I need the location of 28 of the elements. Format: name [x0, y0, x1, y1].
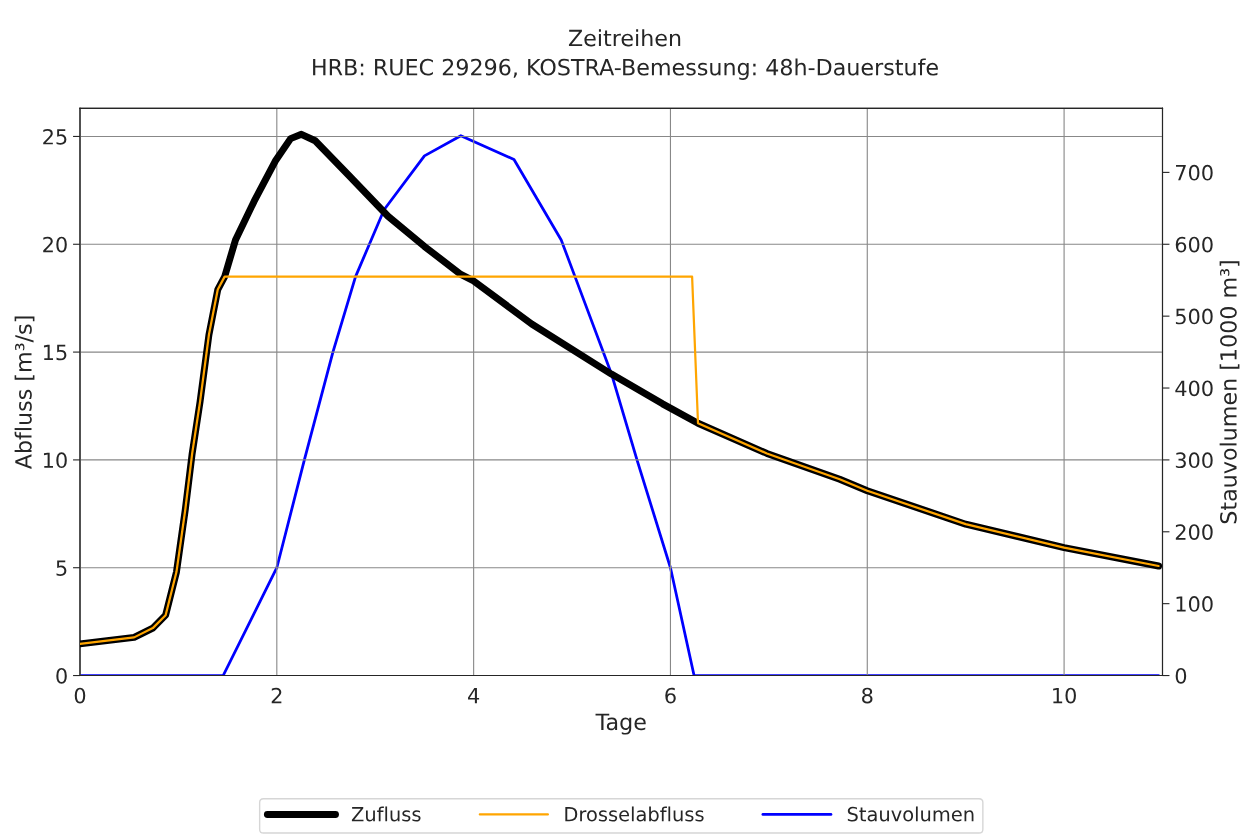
y2-tick-label: 500 [1175, 308, 1213, 325]
legend-label: Drosselabfluss [565, 806, 704, 822]
y2-tick-label: 200 [1175, 524, 1213, 540]
x-tick-label: 8 [862, 687, 873, 704]
y-axis-title: Abfluss [m³/s] [14, 316, 35, 470]
x-tick-label: 10 [1053, 687, 1076, 704]
legend-label: Zufluss [351, 806, 421, 822]
y-tick-label: 5 [56, 560, 67, 576]
chart-subtitle: HRB: RUEC 29296, KOSTRA-Bemessung: 48h-Dauerstufe [313, 58, 938, 80]
y-tick-label: 20 [43, 236, 67, 253]
y2-tick-label: 600 [1175, 236, 1213, 253]
x-tick-label: 4 [468, 687, 480, 704]
y-tick-label: 0 [56, 667, 67, 684]
y2-tick-label: 400 [1175, 380, 1213, 397]
y-tick-label: 15 [43, 344, 67, 361]
y2-axis-title: Stauvolumen [1000 m³] [1219, 261, 1240, 524]
y-tick-label: 25 [43, 128, 67, 145]
y2-tick-label: 300 [1175, 452, 1213, 469]
x-tick-label: 2 [271, 687, 282, 704]
y2-tick-label: 0 [1175, 667, 1187, 684]
legend-label: Stauvolumen [847, 806, 974, 822]
y2-tick-label: 100 [1176, 596, 1213, 612]
x-axis-title: Tage [595, 713, 646, 735]
chart-title: Zeitreihen [568, 29, 681, 47]
y2-tick-label: 700 [1176, 164, 1213, 181]
x-tick-label: 0 [74, 687, 86, 704]
y-tick-label: 10 [43, 452, 67, 469]
x-tick-label: 6 [665, 687, 676, 704]
